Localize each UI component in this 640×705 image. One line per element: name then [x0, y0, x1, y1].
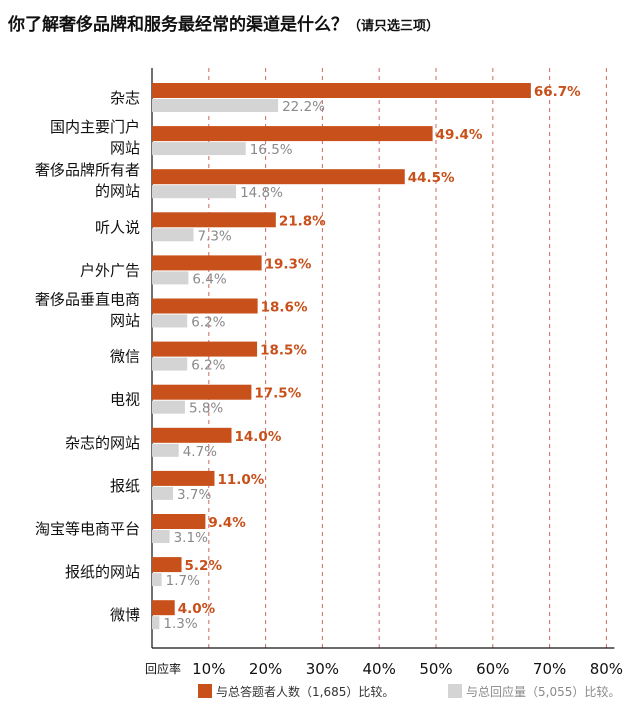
bar-primary-label: 18.5%	[260, 343, 307, 359]
x-tick-label: 40%	[363, 660, 396, 678]
category-label: 报纸	[110, 477, 140, 495]
bar-secondary	[152, 616, 160, 630]
title-subtitle: （请只选三项）	[348, 19, 440, 34]
category-label: 听人说	[95, 218, 140, 236]
x-tick-label: 20%	[249, 660, 282, 678]
bar-primary	[152, 169, 405, 185]
chart-title: 你了解奢侈品牌和服务最经常的渠道是什么？（请只选三项）	[8, 10, 638, 40]
bar-secondary-label: 6.2%	[191, 358, 225, 374]
bar-primary	[152, 557, 182, 573]
bar-primary	[152, 341, 258, 357]
bar-secondary	[152, 486, 174, 500]
category-label: 国内主要门户	[50, 118, 140, 136]
bar-primary-label: 4.0%	[178, 601, 216, 617]
legend-label-secondary: 与总回应量（5,055）比较。	[466, 684, 620, 699]
bar-secondary	[152, 357, 188, 371]
bar-secondary	[152, 400, 185, 414]
bar-secondary-label: 16.5%	[250, 142, 293, 158]
category-label-line2: 网站	[110, 139, 140, 157]
x-tick-label: 30%	[306, 660, 339, 678]
bar-secondary	[152, 573, 162, 587]
bar-primary	[152, 514, 206, 529]
category-label-line2: 网站	[110, 312, 140, 330]
category-label: 奢侈品垂直电商	[35, 291, 140, 309]
bar-secondary-label: 6.4%	[192, 271, 226, 287]
legend-swatch-primary	[198, 684, 212, 698]
bar-primary	[152, 126, 433, 142]
bar-secondary-label: 14.8%	[240, 185, 283, 201]
bar-primary-label: 66.7%	[534, 84, 581, 100]
category-label: 户外广告	[80, 261, 140, 279]
bar-primary	[152, 255, 262, 271]
title-main: 你了解奢侈品牌和服务最经常的渠道是什么？	[8, 15, 348, 35]
bar-primary-label: 21.8%	[279, 213, 326, 229]
bar-secondary	[152, 185, 237, 199]
bar-primary-label: 17.5%	[254, 386, 301, 402]
bar-secondary	[152, 443, 179, 457]
x-axis-label: 回应率	[145, 661, 181, 676]
bar-secondary	[152, 99, 279, 112]
bar-primary	[152, 600, 175, 616]
bar-primary-label: 44.5%	[408, 170, 455, 186]
bar-primary-label: 49.4%	[436, 127, 483, 143]
bar-secondary-label: 6.2%	[191, 315, 225, 331]
legend-label-primary: 与总答题者人数（1,685）比较。	[216, 684, 394, 699]
bar-primary-label: 14.0%	[235, 429, 282, 445]
bar-primary-label: 5.2%	[185, 558, 223, 574]
bar-secondary-label: 22.2%	[282, 99, 325, 115]
category-label: 杂志	[110, 89, 140, 107]
category-label-line2: 的网站	[95, 182, 140, 200]
category-label: 杂志的网站	[65, 434, 140, 452]
x-tick-label: 80%	[590, 660, 623, 678]
x-tick-label: 50%	[419, 660, 452, 678]
bar-primary-label: 9.4%	[208, 515, 246, 531]
bar-secondary	[152, 530, 170, 543]
category-label: 报纸的网站	[65, 563, 140, 581]
x-tick-label: 10%	[192, 660, 225, 678]
bar-secondary-label: 3.7%	[177, 487, 211, 503]
bar-primary	[152, 212, 276, 228]
bar-secondary-label: 7.3%	[197, 228, 231, 244]
legend-swatch-secondary	[448, 684, 462, 698]
bar-secondary-label: 4.7%	[183, 444, 217, 460]
category-label: 微博	[110, 606, 140, 624]
bar-secondary-label: 1.7%	[166, 573, 200, 589]
bar-primary-label: 19.3%	[265, 256, 312, 272]
bar-primary	[152, 427, 232, 443]
bar-secondary-label: 3.1%	[174, 530, 208, 546]
category-label: 电视	[110, 391, 140, 409]
category-label: 微信	[110, 348, 140, 366]
bar-primary	[152, 384, 252, 400]
bar-secondary	[152, 142, 246, 156]
x-tick-label: 60%	[476, 660, 509, 678]
bar-secondary	[152, 228, 194, 242]
x-tick-label: 70%	[533, 660, 566, 678]
bar-primary	[152, 470, 215, 486]
bar-secondary-label: 1.3%	[163, 616, 197, 632]
category-label: 淘宝等电商平台	[35, 520, 140, 538]
bar-secondary-label: 5.8%	[189, 401, 223, 417]
bar-secondary	[152, 271, 189, 285]
category-label: 奢侈品牌所有者	[35, 161, 140, 179]
bar-primary-label: 11.0%	[217, 472, 264, 488]
bar-primary	[152, 298, 258, 314]
bar-primary	[152, 83, 531, 98]
bar-secondary	[152, 314, 188, 328]
bar-primary-label: 18.6%	[261, 300, 308, 316]
